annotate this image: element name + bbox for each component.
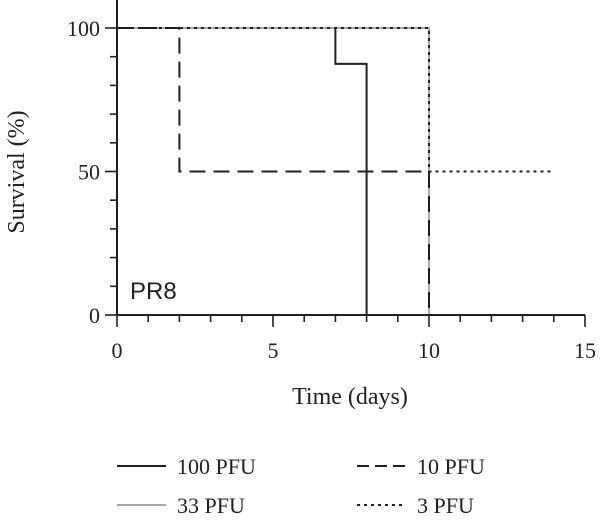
y-axis-title: Survival (%)	[4, 110, 30, 233]
x-tick-label: 15	[574, 338, 596, 363]
y-tick-label: 50	[78, 160, 100, 185]
y-tick-label: 100	[67, 16, 100, 41]
axes-layer: 0 5 10 15 0 50 100	[67, 0, 596, 363]
legend-label-3: 3 PFU	[417, 493, 474, 518]
series-line-1	[117, 27, 430, 315]
x-tick-label: 0	[112, 338, 123, 363]
series-line-3	[117, 27, 554, 173]
annotation-label: PR8	[130, 278, 177, 305]
series-line-2	[117, 27, 430, 315]
legend-label-1: 10 PFU	[417, 454, 485, 479]
series-layer	[117, 27, 554, 315]
x-axis-title: Time (days)	[292, 384, 408, 410]
x-tick-label: 10	[418, 338, 440, 363]
legend-label-0: 100 PFU	[177, 454, 256, 479]
x-tick-label: 5	[268, 338, 279, 363]
legend-label-2: 33 PFU	[177, 493, 245, 518]
y-tick-label: 0	[89, 303, 100, 328]
legend: 100 PFU 10 PFU 33 PFU 3 PFU	[117, 454, 485, 518]
